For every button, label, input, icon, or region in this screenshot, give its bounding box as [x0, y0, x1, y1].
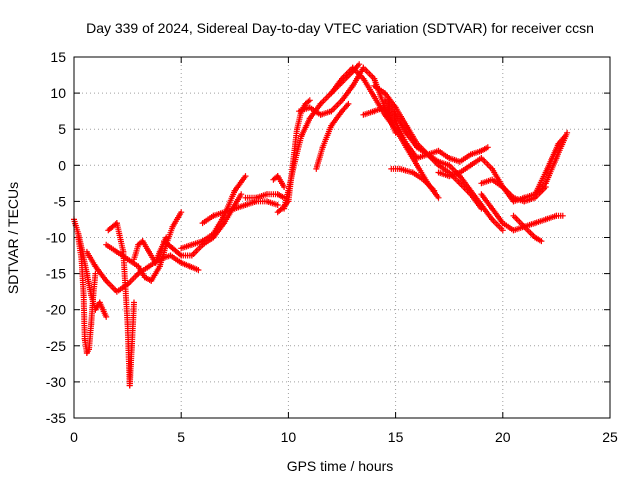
- y-tick-label: -10: [46, 230, 66, 246]
- data-point: [356, 61, 363, 68]
- data-point: [564, 129, 571, 136]
- data-point: [484, 144, 491, 151]
- data-point: [562, 133, 568, 140]
- data-point: [242, 173, 249, 180]
- data-point: [163, 234, 170, 241]
- series-pass-18: [360, 104, 491, 165]
- series-pass-2: [75, 234, 99, 356]
- data-point: [499, 227, 506, 234]
- data-point: [238, 191, 245, 198]
- data-point: [306, 97, 313, 104]
- x-tick-label: 25: [602, 429, 618, 445]
- series-pass-20: [381, 97, 506, 234]
- data-point: [274, 202, 281, 208]
- y-tick-label: -5: [54, 193, 67, 209]
- data-series: [71, 61, 571, 389]
- y-tick-label: 10: [50, 85, 66, 101]
- y-tick-label: 5: [58, 121, 66, 137]
- series-pass-12: [270, 173, 288, 190]
- y-tick-label: -35: [46, 410, 66, 426]
- x-tick-label: 0: [70, 429, 78, 445]
- series-pass-16: [313, 100, 352, 172]
- series-pass-24: [510, 212, 545, 245]
- data-point: [559, 212, 566, 219]
- data-point: [345, 100, 352, 107]
- y-tick-label: -25: [46, 338, 66, 354]
- y-tick-label: -15: [46, 266, 66, 282]
- data-point: [195, 267, 202, 273]
- x-tick-label: 10: [281, 429, 297, 445]
- y-tick-label: 15: [50, 49, 66, 65]
- series-pass-14: [281, 61, 363, 212]
- series-pass-3: [83, 248, 174, 295]
- data-point: [281, 184, 288, 190]
- series-pass-8: [167, 252, 202, 273]
- x-tick-label: 5: [177, 429, 185, 445]
- y-axis-label: SDTVAR / TECUs: [5, 182, 21, 294]
- y-tick-label: -30: [46, 374, 66, 390]
- series-pass-10: [199, 198, 281, 227]
- data-point: [178, 209, 185, 216]
- data-point: [538, 238, 545, 245]
- series-pass-26: [532, 133, 568, 198]
- data-point: [103, 313, 110, 320]
- x-tick-label: 20: [495, 429, 511, 445]
- chart-title: Day 339 of 2024, Sidereal Day-to-day VTE…: [86, 20, 594, 36]
- series-pass-21: [388, 165, 438, 194]
- data-point: [92, 270, 99, 277]
- plot-frame: [73, 56, 611, 419]
- data-point: [131, 299, 137, 306]
- series-pass-5: [103, 209, 185, 284]
- y-tick-label: 0: [58, 157, 66, 173]
- y-tick-label: -20: [46, 302, 66, 318]
- series-pass-11: [242, 191, 288, 201]
- data-point: [431, 187, 438, 194]
- x-tick-label: 15: [388, 429, 404, 445]
- series-pass-9: [178, 173, 249, 252]
- series-pass-4: [105, 220, 137, 389]
- x-axis-label: GPS time / hours: [287, 458, 394, 474]
- data-point: [435, 194, 442, 201]
